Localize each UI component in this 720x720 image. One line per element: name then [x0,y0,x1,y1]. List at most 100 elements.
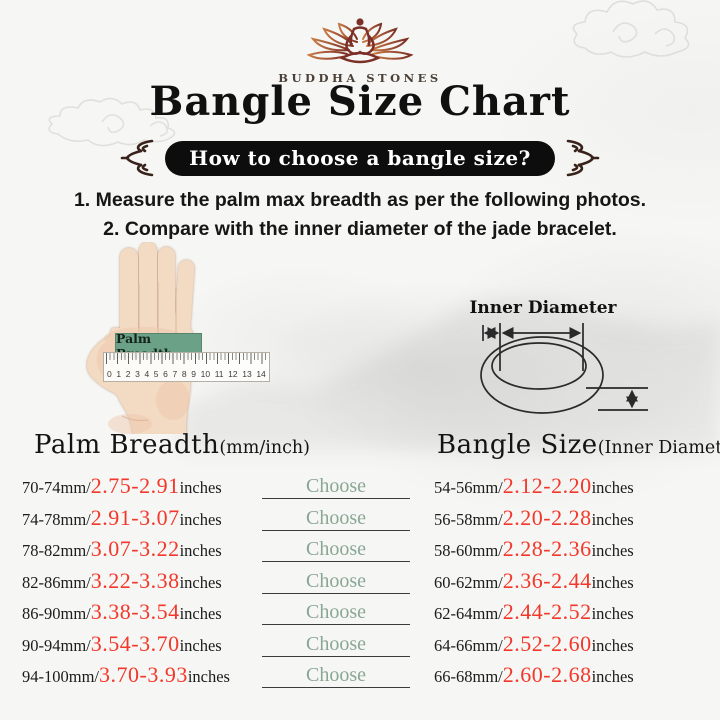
inches-unit: inches [179,509,222,529]
bangle-mm-range: 54-56mm/ [434,478,503,497]
bangle-size-header-title: Bangle Size [437,430,598,460]
choose-label[interactable]: Choose [306,506,366,529]
table-row: 94-100mm/3.70-3.93inches Choose 66-68mm/… [0,662,720,694]
bangle-inch-range: 2.28-2.36 [502,536,592,561]
size-table: 70-74mm/2.75-2.91 inches Choose 54-56mm/2… [0,473,720,694]
bangle-inch-range: 2.12-2.20 [502,473,592,498]
palm-breadth-header: Palm Breadth (mm/inch) [34,430,310,460]
inches-unit: inches [187,667,230,686]
bangle-mm-range: 62-64mm/ [434,604,503,623]
palm-mm-range: 74-78mm/ [22,509,91,529]
palm-cell: 86-90mm/3.38-3.54inches [0,599,262,625]
ruler-number: 10 [200,369,211,379]
bangle-inch-range: 2.60-2.68 [502,662,592,687]
table-row: 82-86mm/3.22-3.38inches Choose 60-62mm/2… [0,568,720,600]
instruction-step-2: 2. Compare with the inner diameter of th… [103,218,617,240]
brand-name: BUDDHA STONES [278,71,442,85]
choose-link[interactable]: Choose [262,474,410,500]
palm-breadth-header-sub: (mm/inch) [219,438,311,458]
choose-label[interactable]: Choose [306,664,366,687]
palm-cell: 74-78mm/2.91-3.07inches [0,505,262,531]
ruler-major-ticks [106,353,267,364]
ruler-number: 4 [144,369,150,379]
palm-mm-range: 90-94mm/ [22,635,91,655]
palm-mm-range: 94-100mm/ [22,667,99,686]
bangle-mm-range: 60-62mm/ [434,572,503,592]
inches-unit: inches [591,604,634,623]
flourish-right-icon [566,139,600,177]
ruler-number: 8 [181,369,187,379]
table-row: 78-82mm/3.07-3.22inches Choose 58-60mm/2… [0,536,720,568]
table-row: 70-74mm/2.75-2.91 inches Choose 54-56mm/2… [0,473,720,505]
palm-cell: 78-82mm/3.07-3.22inches [0,536,262,562]
ruler-number: 0 [107,369,112,379]
bangle-cell: 66-68mm/2.60-2.68inches [410,662,720,688]
bangle-inch-range: 2.52-2.60 [502,630,592,656]
bangle-cell: 54-56mm/2.12-2.20inches [410,473,720,499]
bangle-cell: 62-64mm/2.44-2.52inches [410,599,720,625]
ruler-number: 11 [214,369,224,379]
bangle-inch-range: 2.36-2.44 [502,567,592,593]
choose-label[interactable]: Choose [306,632,366,655]
palm-mm-range: 78-82mm/ [22,541,91,560]
bangle-diagram-icon [480,323,648,414]
page-title: Bangle Size Chart [149,78,571,125]
palm-inch-range: 3.70-3.93 [99,662,188,687]
instructions: 1. Measure the palm max breadth as per t… [0,186,720,244]
bangle-cell: 60-62mm/2.36-2.44inches [410,568,720,594]
bangle-mm-range: 64-66mm/ [434,635,503,655]
inches-unit: inches [179,635,222,655]
palm-inch-range: 3.07-3.22 [90,536,180,561]
choose-link[interactable]: Choose [262,506,410,531]
inner-diameter-label: Inner Diameter [469,298,617,318]
palm-mm-range: 82-86mm/ [22,572,91,592]
choose-link[interactable]: Choose [262,569,410,594]
choose-label[interactable]: Choose [306,569,366,592]
ruler-number: 13 [242,369,252,379]
choose-link[interactable]: Choose [262,537,410,563]
bangle-size-header-sub: (Inner Diameter) [597,438,720,458]
mist-texture [180,297,720,450]
table-row: 90-94mm/3.54-3.70inches Choose 64-66mm/2… [0,631,720,663]
palm-inch-range: 3.22-3.38 [90,567,180,593]
banner-pill: How to choose a bangle size? [165,140,555,176]
choose-link[interactable]: Choose [262,632,410,657]
bangle-cell: 64-66mm/2.52-2.60inches [410,631,720,657]
inches-unit: inches [179,541,222,560]
table-row: 74-78mm/2.91-3.07inches Choose 56-58mm/2… [0,505,720,537]
bangle-mm-range: 66-68mm/ [434,667,503,686]
choose-link[interactable]: Choose [262,600,410,626]
instruction-step-1: 1. Measure the palm max breadth as per t… [73,189,647,211]
lotus-logo-icon [306,18,414,64]
ruler-number: 14 [256,369,266,379]
bangle-cell: 58-60mm/2.28-2.36inches [410,536,720,562]
palm-cell: 94-100mm/3.70-3.93inches [0,662,262,688]
bangle-inch-range: 2.20-2.28 [502,504,592,530]
cloud-motif-right-icon [572,0,690,58]
choose-label[interactable]: Choose [306,601,366,624]
inches-unit: inches [179,604,222,623]
ruler-number: 12 [228,369,238,379]
choose-label[interactable]: Choose [306,475,366,498]
palm-inch-range: 3.54-3.70 [90,630,180,656]
palm-cell: 82-86mm/3.22-3.38inches [0,568,262,594]
inches-unit: inches [591,667,634,686]
palm-inch-range: 2.75-2.91 [90,473,180,498]
ruler-number: 7 [172,369,178,379]
choose-link[interactable]: Choose [262,663,410,689]
inches-unit: inches [591,541,634,560]
cloud-motif-left-icon [48,97,176,147]
choose-label[interactable]: Choose [306,538,366,561]
ruler-number: 6 [163,369,168,379]
bangle-cell: 56-58mm/2.20-2.28inches [410,505,720,531]
bangle-inch-range: 2.44-2.52 [502,599,592,624]
ruler-number: 2 [125,369,131,379]
bangle-mm-range: 58-60mm/ [434,541,503,560]
ruler-number: 1 [116,369,122,379]
palm-mm-range: 70-74mm/ [22,478,91,497]
inches-unit: inches [591,478,634,497]
ruler: 0 1 2 3 4 5 6 7 8 9 10 11 12 13 14 [103,352,270,382]
inches-unit: inches [179,572,222,592]
inches-unit: inches [591,509,634,529]
